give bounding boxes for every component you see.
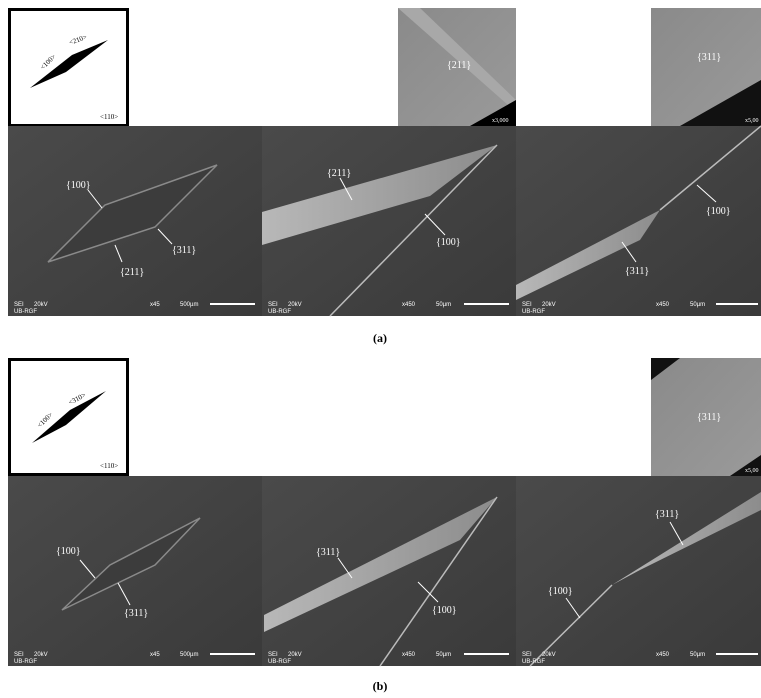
inset-image: {311} x5,00 <box>651 8 761 126</box>
magnification: x3,000 <box>492 118 509 124</box>
lab: UB-RGF <box>522 309 545 315</box>
voltage: 20kV <box>542 302 556 308</box>
facet-label: {311} <box>172 245 196 256</box>
scale: 50µm <box>690 302 705 308</box>
magnification: x450 <box>656 652 670 658</box>
facet-label: {211} <box>327 168 351 179</box>
facet-label: {100} <box>66 180 91 191</box>
detector: SEI <box>522 302 532 308</box>
detector: SEI <box>14 652 24 658</box>
inset-image: {211} x3,000 <box>398 8 516 126</box>
inset-image: {311} x5,00 <box>651 358 761 476</box>
detector: SEI <box>268 302 278 308</box>
lab: UB-RGF <box>268 659 291 665</box>
panel-caption: (a) <box>373 331 387 345</box>
scale: 500µm <box>180 652 198 658</box>
facet-label: {100} <box>548 586 573 597</box>
facet-label: {211} <box>447 60 471 71</box>
sem-image: {100} {211} {311} SEI 20kV x45 500µm UB-… <box>8 126 262 316</box>
voltage: 20kV <box>288 652 302 658</box>
voltage: 20kV <box>34 302 48 308</box>
figure: <100> <210> <110> {211} x3,000 {311} x5,… <box>0 0 761 698</box>
magnification: x450 <box>656 302 670 308</box>
facet-label: {311} <box>697 412 721 423</box>
panel-a: <100> <210> <110> {211} x3,000 {311} x5,… <box>8 8 761 345</box>
facet-label: {100} <box>706 206 731 217</box>
facet-label: {211} <box>120 267 144 278</box>
lab: UB-RGF <box>14 659 37 665</box>
scale: 50µm <box>436 652 451 658</box>
facet-label: {311} <box>124 608 148 619</box>
lab: UB-RGF <box>268 309 291 315</box>
facet-label: {311} <box>316 547 340 558</box>
facet-label: {311} <box>697 52 721 63</box>
voltage: 20kV <box>288 302 302 308</box>
scale: 50µm <box>436 302 451 308</box>
sem-image: {100} {311} SEI 20kV x45 500µm UB-RGF <box>8 476 262 666</box>
magnification: x5,00 <box>745 468 759 474</box>
lab: UB-RGF <box>14 309 37 315</box>
magnification: x450 <box>402 652 416 658</box>
voltage: 20kV <box>34 652 48 658</box>
detector: SEI <box>268 652 278 658</box>
lab: UB-RGF <box>522 659 545 665</box>
scale: 50µm <box>690 652 705 658</box>
scale: 500µm <box>180 302 198 308</box>
facet-label: {311} <box>625 266 649 277</box>
magnification: x450 <box>402 302 416 308</box>
magnification: x5,00 <box>745 118 759 124</box>
detector: SEI <box>522 652 532 658</box>
facet-label: {311} <box>655 509 679 520</box>
facet-label: {100} <box>436 237 461 248</box>
sem-image: {211} {100} SEI 20kV x450 50µm UB-RGF <box>262 126 516 316</box>
sem-image: {311} {100} SEI 20kV x450 50µm UB-RGF <box>516 476 761 666</box>
facet-label: {100} <box>56 546 81 557</box>
magnification: x45 <box>150 302 160 308</box>
detector: SEI <box>14 302 24 308</box>
sem-image: {311} {100} SEI 20kV x450 50µm UB-RGF <box>262 476 516 666</box>
magnification: x45 <box>150 652 160 658</box>
page: {"panels":[ {"label":"(a)", "schematic":… <box>0 0 761 698</box>
facet-label: {100} <box>432 605 457 616</box>
direction-label: <110> <box>100 113 118 121</box>
sem-image: {100} {311} SEI 20kV x450 50µm UB-RGF <box>516 126 761 316</box>
panel-caption: (b) <box>373 679 388 693</box>
panel-b: <100> <310> <110> {311} x5,00 {100} {311… <box>8 358 761 693</box>
direction-label: <110> <box>100 462 118 470</box>
voltage: 20kV <box>542 652 556 658</box>
